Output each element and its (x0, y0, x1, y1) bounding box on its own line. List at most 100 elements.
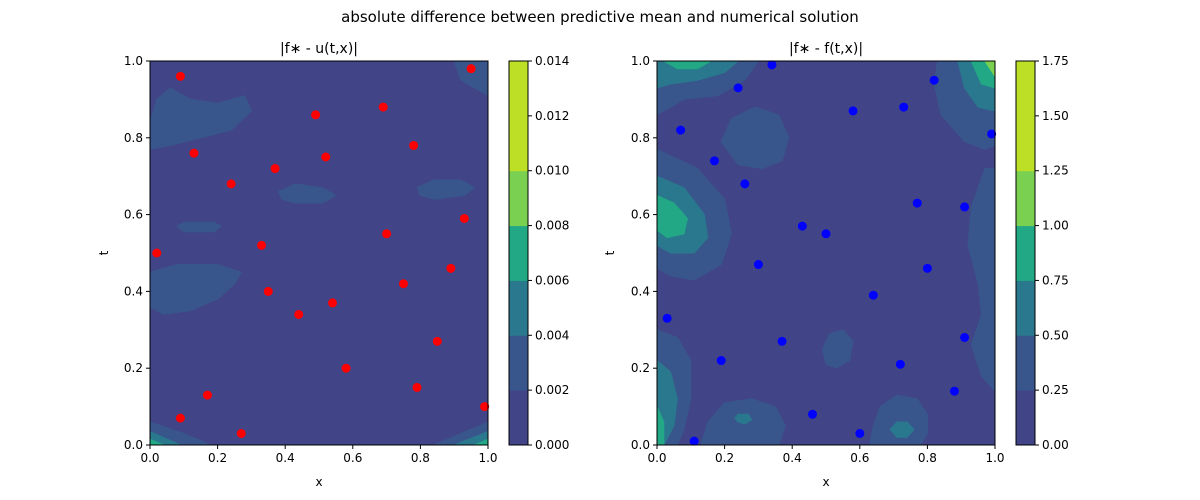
left-collocation-point (152, 248, 162, 258)
right-collocation-point (753, 260, 763, 270)
left-collocation-point (263, 286, 273, 296)
right-colorbar-segment (1016, 390, 1035, 446)
left-y-tick-label: 0.4 (124, 284, 143, 298)
left-collocation-point (189, 148, 199, 158)
left-x-tick-label: 0.4 (276, 451, 295, 465)
figure-suptitle: absolute difference between predictive m… (341, 8, 859, 26)
left-y-axis-label: t (97, 250, 111, 255)
left-x-tick-label: 0.6 (343, 451, 362, 465)
right-collocation-point (807, 409, 817, 419)
left-colorbar-segment (509, 170, 528, 227)
left-contour-region (150, 87, 252, 150)
left-colorbar-tick-label: 0.000 (535, 438, 569, 452)
left-collocation-point (409, 140, 419, 150)
left-colorbar-tick-label: 0.004 (535, 328, 569, 342)
left-colorbar-tick-label: 0.008 (535, 219, 569, 233)
right-collocation-point (709, 156, 719, 166)
left-collocation-point (175, 413, 185, 423)
left-colorbar-segment (509, 225, 528, 281)
left-collocation-point (466, 64, 476, 74)
right-collocation-point (868, 290, 878, 300)
left-x-axis-label: x (315, 475, 322, 489)
right-x-axis-label: x (822, 475, 829, 489)
right-colorbar-tick-label: 0.25 (1042, 383, 1069, 397)
right-colorbar: 0.00 0.25 0.50 0.75 1.00 1.25 1.50 1.75 (1015, 54, 1069, 452)
left-y-tick-label: 0.8 (124, 131, 143, 145)
left-contour-region (176, 221, 222, 233)
right-collocation-point (987, 129, 997, 139)
right-contour-panel: |f∗ - f(t,x)| x t 0.0 0.2 0.4 0.6 0.8 1.0 0.0 0… (603, 41, 1005, 489)
right-x-tick-label: 0.2 (715, 451, 734, 465)
right-colorbar-tick-label: 0.50 (1042, 328, 1069, 342)
left-contour-region (150, 264, 242, 315)
left-contour-region (150, 431, 181, 445)
right-colorbar-tick-label: 0.75 (1042, 273, 1069, 287)
left-collocation-point (226, 179, 236, 189)
right-colorbar-segment (1016, 61, 1035, 117)
right-collocation-point (899, 102, 909, 112)
right-contour-region (869, 394, 928, 445)
right-contour-region (663, 61, 712, 70)
left-collocation-point (236, 428, 246, 438)
right-collocation-point (929, 75, 939, 85)
left-y-tick-label: 0.2 (124, 361, 143, 375)
right-plot-title: |f∗ - f(t,x)| (789, 41, 863, 57)
right-collocation-point (777, 336, 787, 346)
right-contour-region (822, 329, 854, 369)
left-contour-region (453, 431, 488, 445)
left-colorbar: 0.000 0.002 0.004 0.006 0.008 0.010 0.012 0.014 (508, 54, 569, 452)
right-collocation-point (689, 436, 699, 446)
left-contour-fill (150, 61, 488, 445)
right-colorbar-tick-label: 1.00 (1042, 219, 1069, 233)
right-contour-region (984, 61, 995, 77)
left-collocation-point (378, 102, 388, 112)
right-contour-region (967, 168, 995, 392)
right-contour-region (657, 406, 665, 445)
left-colorbar-tick-label: 0.010 (535, 164, 569, 178)
right-collocation-point (912, 198, 922, 208)
left-collocation-point (311, 110, 321, 120)
left-contour-region (150, 438, 164, 445)
left-colorbar-tick-label: 0.014 (535, 54, 569, 68)
left-collocation-point (446, 263, 456, 273)
right-x-tick-label: 0.4 (783, 451, 802, 465)
right-collocation-point (922, 263, 932, 273)
right-axes-frame (656, 60, 996, 446)
right-contour-region (720, 106, 790, 169)
right-collocation-point (767, 60, 777, 70)
left-colorbar-frame (508, 60, 529, 446)
right-y-tick-label: 0.2 (631, 361, 650, 375)
left-x-tick-label: 0.2 (208, 451, 227, 465)
right-y-tick-label: 0.8 (631, 131, 650, 145)
left-collocation-point (257, 240, 267, 250)
right-collocation-point (716, 356, 726, 366)
left-colorbar-segment (509, 115, 528, 172)
right-contour-region (734, 413, 753, 425)
right-colorbar-segment (1016, 335, 1035, 391)
right-collocation-point (676, 125, 686, 135)
left-collocation-point (175, 71, 185, 81)
left-collocation-point (328, 298, 338, 308)
left-y-tick-label: 0.0 (124, 438, 143, 452)
right-colorbar-tick-label: 0.00 (1042, 438, 1069, 452)
left-y-tick-label: 1.0 (124, 54, 143, 68)
left-collocation-point (459, 213, 469, 223)
right-collocation-point (740, 179, 750, 189)
left-colorbar-tick-label: 0.012 (535, 109, 569, 123)
right-colorbar-segment (1016, 280, 1035, 336)
left-colorbar-segment (509, 280, 528, 336)
right-x-tick-label: 1.0 (985, 451, 1004, 465)
right-contour-region (657, 194, 688, 239)
right-collocation-point (895, 359, 905, 369)
right-collocation-point (821, 229, 831, 239)
left-collocation-point (341, 363, 351, 373)
right-colorbar-segment (1016, 115, 1035, 172)
left-colorbar-segment (509, 61, 528, 117)
right-x-tick-label: 0.0 (647, 451, 666, 465)
right-y-tick-label: 0.0 (631, 438, 650, 452)
right-collocation-point (960, 332, 970, 342)
right-collocation-point (733, 83, 743, 93)
right-collocation-point (960, 202, 970, 212)
right-y-tick-label: 0.6 (631, 208, 650, 222)
